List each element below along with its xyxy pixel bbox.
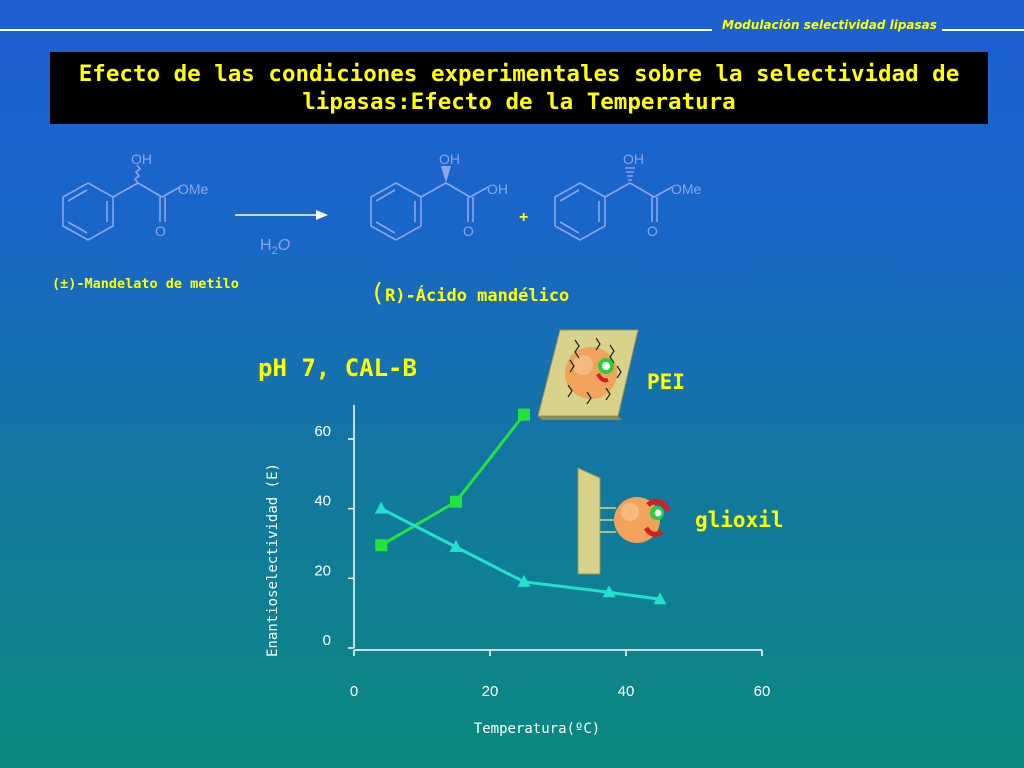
atom-oh: OH [439, 151, 460, 167]
y-tick-label: 40 [314, 493, 331, 510]
data-point-pei [518, 408, 530, 421]
atom-oh: OH [131, 151, 152, 167]
series-line-pei [380, 413, 526, 547]
x-tick-label: 40 [618, 683, 635, 700]
data-point-glioxil [374, 501, 388, 514]
wedge-bond [441, 166, 451, 183]
x-tick-label: 0 [350, 683, 358, 700]
atom-ome: OMe [178, 181, 209, 197]
data-point-glioxil [449, 539, 463, 552]
plus-sign: + [519, 209, 528, 226]
pei-support-illustration [537, 329, 639, 420]
atom-oh: OH [623, 151, 644, 167]
data-point-glioxil [653, 592, 667, 605]
y-tick-label: 20 [314, 562, 331, 579]
legend-pei: PEI [647, 370, 685, 394]
atom-o: O [647, 223, 658, 239]
header-rule-left [0, 29, 712, 31]
y-tick-label: 0 [323, 632, 331, 649]
reaction-arrow-head [316, 210, 328, 220]
data-point-pei [375, 539, 388, 552]
atom-ome: OMe [671, 181, 702, 197]
y-axis-label: Enantioselectividad (E) [265, 463, 281, 657]
legend-glioxil: glioxil [695, 508, 784, 532]
substrate-label: (±)-Mandelato de metilo [52, 276, 239, 292]
slide-title-box: Efecto de las condiciones experimentales… [50, 52, 988, 124]
y-tick-label: 60 [314, 423, 331, 440]
atom-o: O [463, 223, 474, 239]
header-rule-right [942, 29, 1024, 31]
data-point-pei [450, 495, 462, 508]
reaction-scheme: OH OMe O OH OH O OH OMe O + H2O [62, 151, 702, 257]
product-label: (R)-Ácido mandélico [370, 278, 570, 307]
reagent-water: H2O [260, 237, 290, 257]
x-tick-label: 20 [482, 683, 499, 700]
glioxil-support-illustration [577, 467, 671, 575]
hashed-bond [625, 167, 635, 181]
slide-title: Efecto de las condiciones experimentales… [78, 61, 960, 115]
data-point-glioxil [602, 585, 616, 598]
x-tick-label: 60 [754, 683, 771, 700]
data-point-glioxil [517, 574, 531, 587]
atom-oh: OH [487, 181, 508, 197]
x-axis-label: Temperatura(ºC) [474, 721, 600, 737]
atom-o: O [155, 223, 166, 239]
conditions-label: pH 7, CAL-B [258, 354, 417, 382]
header-section-title: Modulación selectividad lipasas [722, 18, 937, 32]
